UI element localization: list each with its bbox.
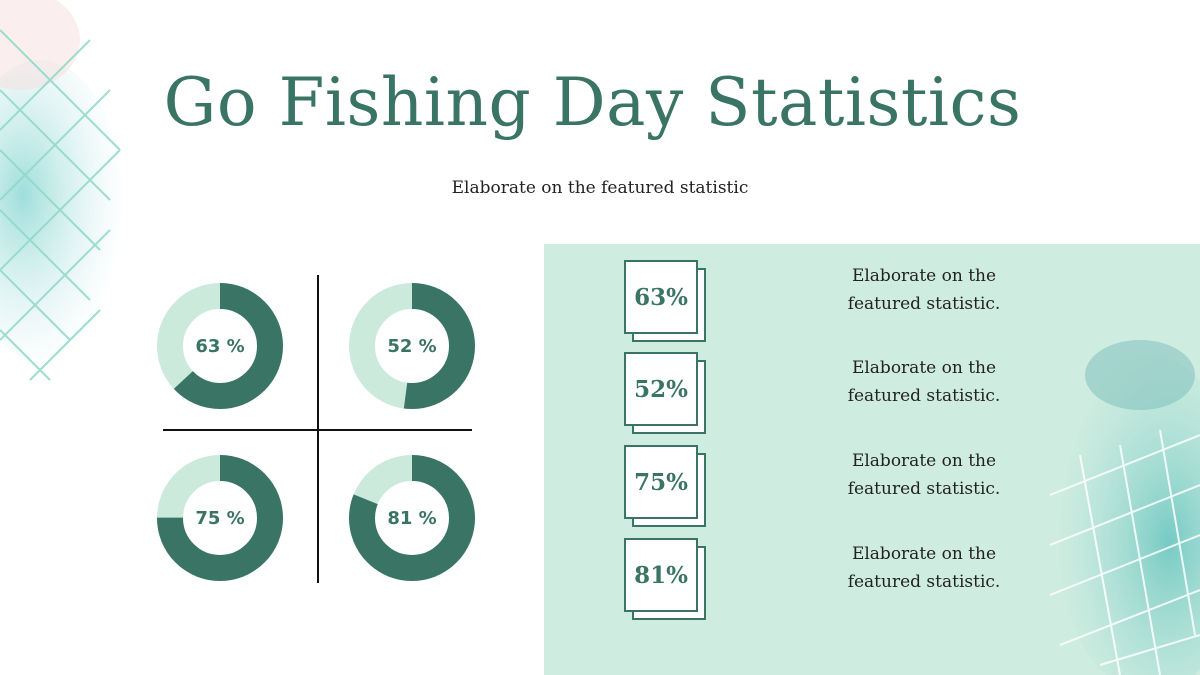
donut-value-slice <box>157 283 283 409</box>
title: Go Fishing Day Statistics <box>163 64 1022 141</box>
donut-chart-81: 81 % <box>347 453 477 583</box>
donut-label: 75 % <box>195 507 245 529</box>
stat-description: Elaborate on the featured statistic. <box>824 540 1024 596</box>
donut-chart-52: 52 % <box>347 281 477 411</box>
stat-description-line2: featured statistic. <box>847 479 1001 499</box>
donut-chart-75: 75 % <box>155 453 285 583</box>
stat-card: 75% <box>624 445 708 529</box>
stat-description: Elaborate on the featured statistic. <box>824 354 1024 410</box>
stat-card: 81% <box>624 538 708 622</box>
stat-description-line2: featured statistic. <box>847 386 1001 406</box>
stat-value: 52% <box>624 352 698 426</box>
stat-description-line1: Elaborate on the <box>851 266 997 286</box>
stat-row: 52% Elaborate on the featured statistic. <box>624 352 1184 436</box>
donut-value-slice <box>157 455 283 581</box>
stat-row: 81% Elaborate on the featured statistic. <box>624 538 1184 622</box>
stat-value: 81% <box>624 538 698 612</box>
stat-value: 63% <box>624 260 698 334</box>
watercolor-grid-decoration-right <box>1049 340 1200 675</box>
stat-card: 63% <box>624 260 708 344</box>
stat-description-line1: Elaborate on the <box>851 451 997 471</box>
stats-panel: 63% Elaborate on the featured statistic.… <box>544 244 1200 675</box>
donut-label: 63 % <box>195 335 245 357</box>
stat-description-line2: featured statistic. <box>847 294 1001 314</box>
donut-label: 52 % <box>387 335 437 357</box>
stat-description: Elaborate on the featured statistic. <box>824 262 1024 318</box>
stat-value: 75% <box>624 445 698 519</box>
stat-card: 52% <box>624 352 708 436</box>
horizontal-divider <box>163 429 472 431</box>
donut-grid: 63 % 52 % 75 % 81 % <box>0 0 540 675</box>
stat-description-line2: featured statistic. <box>847 572 1001 592</box>
stat-row: 63% Elaborate on the featured statistic. <box>624 260 1184 344</box>
stat-description-line1: Elaborate on the <box>851 544 997 564</box>
watercolor-grid-decoration-left <box>0 0 125 381</box>
stat-description: Elaborate on the featured statistic. <box>824 447 1024 503</box>
donut-value-slice <box>349 283 475 409</box>
donut-chart-63: 63 % <box>155 281 285 411</box>
donut-value-slice <box>349 455 475 581</box>
subtitle: Elaborate on the featured statistic <box>451 178 749 198</box>
donut-label: 81 % <box>387 507 437 529</box>
stat-row: 75% Elaborate on the featured statistic. <box>624 445 1184 529</box>
stat-description-line1: Elaborate on the <box>851 358 997 378</box>
